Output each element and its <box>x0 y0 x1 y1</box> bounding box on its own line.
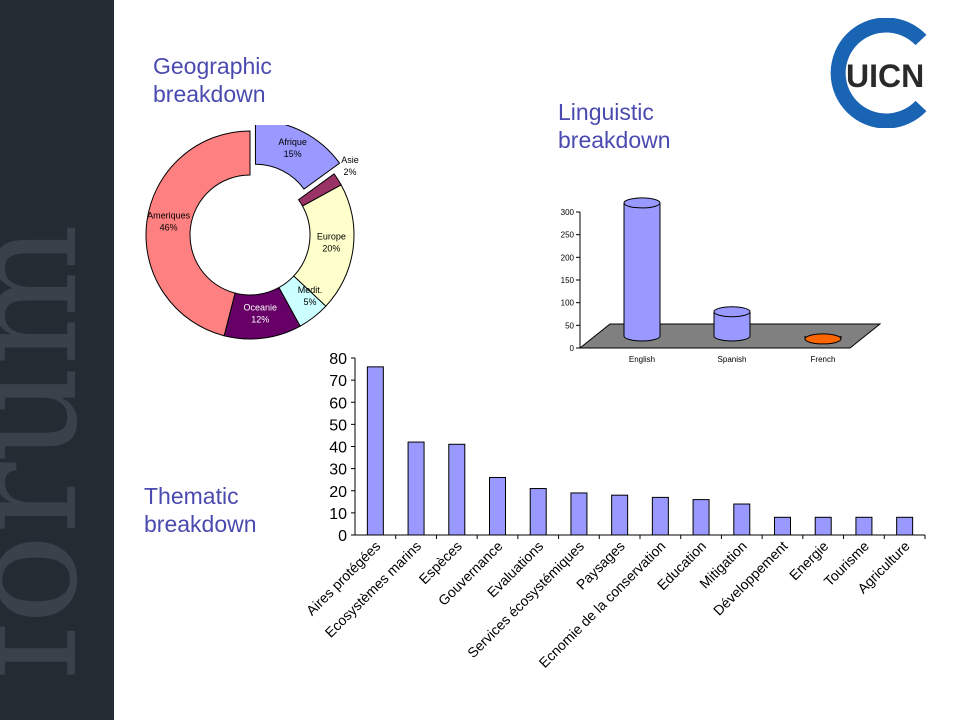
slice-value-1: 2% <box>343 167 356 177</box>
geographic-breakdown-title: Geographic breakdown <box>153 53 272 107</box>
slice-value-5: 46% <box>160 223 178 233</box>
y-tick-label-0: 0 <box>338 528 347 545</box>
bar-9 <box>733 503 751 536</box>
slice-label-3: Medit. <box>298 285 323 295</box>
y-tick-label-4: 40 <box>329 440 347 457</box>
y-tick-label-7: 70 <box>329 373 347 390</box>
sidebar-watermark: forum <box>0 224 111 680</box>
bar-12 <box>855 516 873 536</box>
slice-value-0: 15% <box>284 149 302 159</box>
cylinder-body-0 <box>623 202 661 342</box>
donut-slice-5 <box>145 130 251 337</box>
x-category-label-1: Spanish <box>718 355 747 364</box>
y-tick-label-8: 80 <box>329 351 347 368</box>
y-tick-label-2: 20 <box>329 484 347 501</box>
slice-value-4: 12% <box>251 314 269 324</box>
x-category-label-0: English <box>629 355 655 364</box>
bar-11 <box>814 516 832 536</box>
slice-value-2: 20% <box>322 243 340 253</box>
y-tick-label-1: 50 <box>565 321 574 330</box>
bar-8 <box>692 499 710 536</box>
bar-3 <box>489 476 506 536</box>
bar-13 <box>896 516 914 536</box>
slice-label-4: Oceanie <box>244 302 278 312</box>
bar-6 <box>611 494 629 536</box>
bar-4 <box>529 488 547 536</box>
y-tick-label-5: 250 <box>561 231 575 240</box>
bar-10 <box>774 516 791 536</box>
x-category-label-2: French <box>811 355 836 364</box>
geographic-donut-chart: Afrique 15% Asie 2% Europe 20% Medit. 5% Oceanie… <box>145 125 359 340</box>
slice-label-5: Ameriques <box>147 211 191 221</box>
cylinder-top-1 <box>713 306 751 318</box>
slice-label-1: Asie <box>341 155 359 165</box>
bar-0 <box>366 366 384 536</box>
bar-2 <box>448 443 466 536</box>
linguistic-breakdown-title: Linguistic breakdown <box>558 99 671 153</box>
y-tick-label-2: 100 <box>561 299 575 308</box>
slice-label-0: Afrique <box>278 137 307 147</box>
cylinder-top-2 <box>804 333 842 345</box>
donut-slice-0 <box>254 125 341 190</box>
slice-label-2: Europe <box>317 231 346 241</box>
sidebar: forum <box>0 0 114 720</box>
uicn-logo: UICN <box>830 18 927 128</box>
y-tick-label-1: 10 <box>329 506 347 523</box>
y-tick-label-4: 200 <box>561 253 575 262</box>
bar-7 <box>651 496 669 536</box>
y-tick-label-3: 30 <box>329 462 347 479</box>
cylinder-body-1 <box>713 311 751 342</box>
bar-1 <box>407 441 425 536</box>
logo-text: UICN <box>846 58 924 94</box>
y-tick-label-5: 50 <box>329 417 347 434</box>
thematic-breakdown-title: Thematic breakdown <box>144 483 257 537</box>
bar-5 <box>570 492 588 536</box>
y-tick-label-0: 0 <box>570 344 575 353</box>
y-tick-label-6: 60 <box>329 395 347 412</box>
forum-watermark: forum <box>0 224 111 680</box>
linguistic-bar-chart: 0 50 100 150 200 250 300 English Spanish French <box>561 197 882 364</box>
cylinder-top-0 <box>623 197 661 209</box>
x-category-label-10: Développement <box>710 538 791 619</box>
y-tick-label-6: 300 <box>561 208 575 217</box>
logo-arc <box>830 18 927 128</box>
y-tick-label-3: 150 <box>561 276 575 285</box>
slice-value-3: 5% <box>303 297 316 307</box>
